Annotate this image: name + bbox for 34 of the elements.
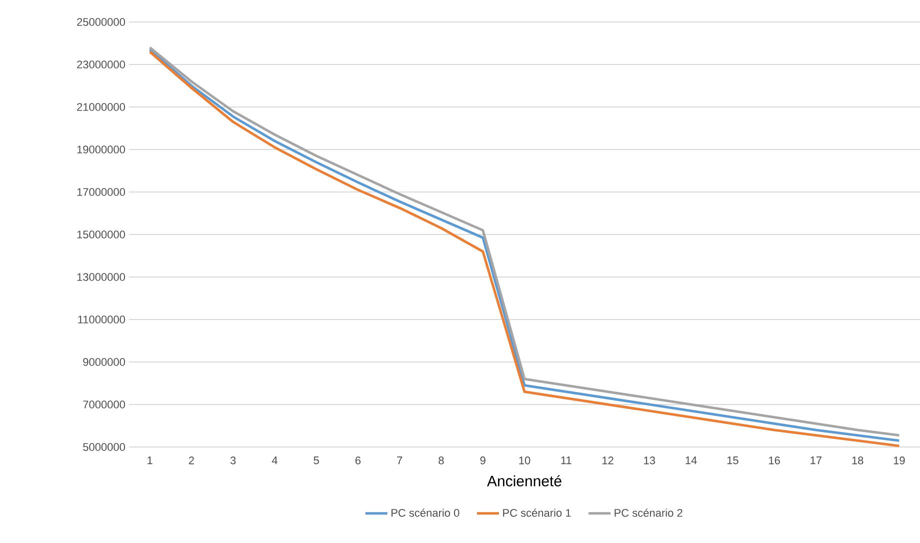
y-tick-label: 11000000 <box>78 316 126 324</box>
legend-label: PC scénario 2 <box>614 508 682 517</box>
y-tick-label: 23000000 <box>77 60 126 68</box>
x-tick-label: 12 <box>602 456 614 464</box>
y-tick-label: 9000000 <box>83 358 126 366</box>
x-tick-label: 10 <box>519 456 530 464</box>
x-tick-label: 7 <box>397 456 402 464</box>
y-tick-label: 19000000 <box>77 146 126 154</box>
legend-label: PC scénario 0 <box>392 508 460 517</box>
x-tick-label: 13 <box>644 456 656 464</box>
x-tick-label: 2 <box>188 456 194 464</box>
x-tick-label: 9 <box>480 456 486 464</box>
x-tick-label: 15 <box>727 456 738 464</box>
y-tick-label: 15000000 <box>77 230 126 238</box>
y-tick-label: 5000000 <box>83 443 126 451</box>
x-axis-title: Ancienneté <box>487 475 562 486</box>
x-tick-label: 4 <box>272 456 278 464</box>
y-tick-label: 21000000 <box>77 103 126 111</box>
x-tick-label: 1 <box>148 456 152 464</box>
y-tick-label: 7000000 <box>83 400 126 408</box>
x-tick-label: 6 <box>355 456 361 464</box>
x-tick-label: 18 <box>852 456 864 464</box>
x-tick-label: 17 <box>810 456 822 464</box>
x-tick-label: 16 <box>769 456 780 464</box>
x-tick-label: 11 <box>561 456 572 464</box>
legend-label: PC scénario 1 <box>503 508 571 517</box>
x-tick-label: 14 <box>686 456 697 464</box>
y-tick-label: 13000000 <box>77 273 126 281</box>
x-tick-label: 8 <box>438 456 444 464</box>
y-tick-label: 25000000 <box>77 18 126 26</box>
x-tick-label: 5 <box>314 456 319 464</box>
x-tick-label: 19 <box>894 456 905 464</box>
x-tick-label: 3 <box>230 456 236 464</box>
y-tick-label: 17000000 <box>77 188 126 196</box>
